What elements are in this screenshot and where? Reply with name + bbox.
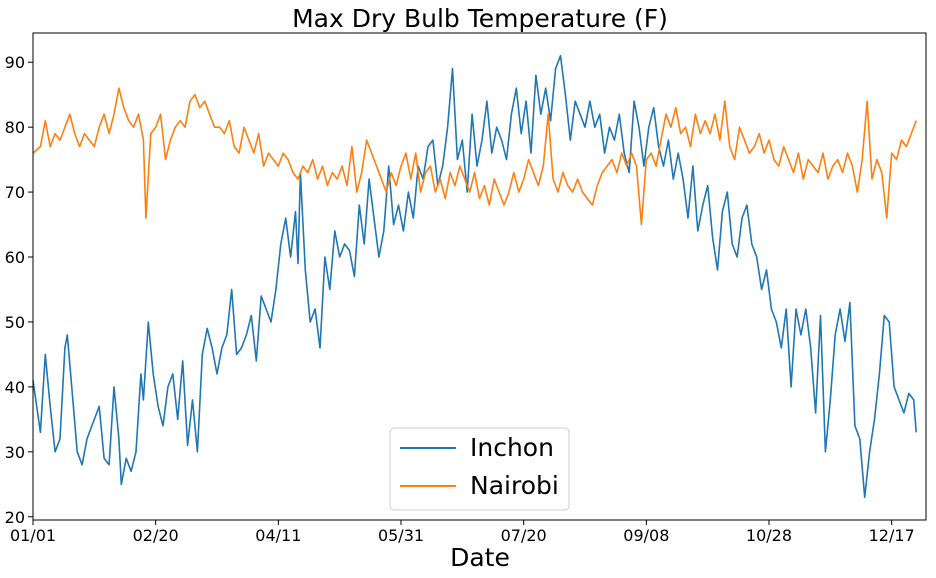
legend: Inchon Nairobi [389, 427, 570, 511]
x-tick-label: 12/17 [869, 526, 915, 545]
x-tick-label: 10/28 [746, 526, 792, 545]
x-tick-label: 01/01 [10, 526, 56, 545]
chart-title: Max Dry Bulb Temperature (F) [292, 4, 668, 33]
x-tick-label: 04/11 [255, 526, 301, 545]
plot-area [32, 32, 927, 521]
x-axis: 01/01 02/20 04/11 05/31 07/20 09/08 10/28 12/17 [10, 520, 915, 545]
series-line-inchon [32, 54, 917, 499]
legend-label-nairobi: Nairobi [470, 471, 559, 500]
axes-frame [32, 32, 927, 521]
y-axis: 20 30 40 50 60 70 80 90 [5, 53, 33, 527]
x-tick-label: 02/20 [133, 526, 179, 545]
y-tick-label: 20 [5, 508, 25, 527]
legend-label-inchon: Inchon [470, 433, 554, 462]
y-tick-label: 70 [5, 183, 25, 202]
x-tick-label: 09/08 [623, 526, 669, 545]
series-line-nairobi [32, 87, 917, 226]
y-tick-label: 30 [5, 443, 25, 462]
y-tick-label: 90 [5, 53, 25, 72]
y-tick-label: 60 [5, 248, 25, 267]
x-axis-label: Date [450, 543, 510, 572]
y-tick-label: 40 [5, 378, 25, 397]
y-tick-label: 80 [5, 118, 25, 137]
x-tick-label: 05/31 [378, 526, 424, 545]
x-tick-label: 07/20 [501, 526, 547, 545]
series-layer [32, 54, 917, 499]
y-tick-label: 50 [5, 313, 25, 332]
